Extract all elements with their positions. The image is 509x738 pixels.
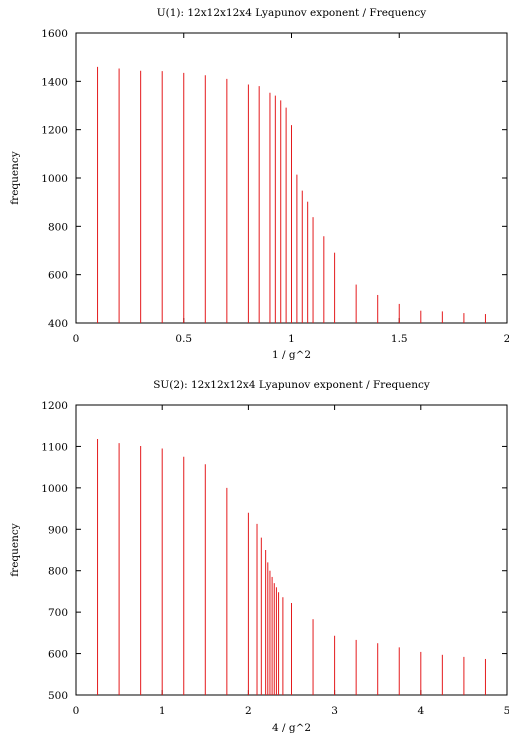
bottom-chart-y-tick-label: 900 (48, 524, 68, 536)
bottom-chart-x-tick-label: 5 (504, 705, 509, 717)
bottom-chart-title: SU(2): 12x12x12x4 Lyapunov exponent / Fr… (153, 379, 430, 391)
top-chart-y-tick-label: 1400 (41, 76, 68, 88)
bottom-chart-x-tick-label: 0 (73, 705, 80, 717)
top-chart-x-tick-label: 2 (504, 333, 509, 345)
bottom-chart-y-tick-label: 800 (48, 566, 68, 578)
top-chart-y-axis-label: frequency (9, 151, 21, 204)
top-chart-x-axis-label: 1 / g^2 (272, 349, 311, 361)
bottom-chart-y-tick-label: 500 (48, 690, 68, 702)
bottom-chart-x-tick-label: 3 (331, 705, 338, 717)
top-chart-y-tick-label: 400 (48, 318, 68, 330)
bottom-chart-y-tick-label: 1200 (41, 400, 68, 412)
bottom-chart-x-tick-label: 4 (417, 705, 424, 717)
top-chart-x-tick-label: 1.5 (391, 333, 408, 345)
bottom-chart-x-tick-label: 2 (245, 705, 252, 717)
top-chart-y-tick-label: 1600 (41, 28, 68, 40)
bottom-chart-x-axis-label: 4 / g^2 (272, 722, 311, 734)
top-chart-y-tick-label: 800 (48, 221, 68, 233)
top-chart-y-tick-label: 1200 (41, 125, 68, 137)
top-chart-y-tick-label: 600 (48, 270, 68, 282)
top-chart-x-tick-label: 0.5 (175, 333, 192, 345)
top-chart-y-tick-label: 1000 (41, 173, 68, 185)
top-chart-title: U(1): 12x12x12x4 Lyapunov exponent / Fre… (157, 7, 426, 19)
bottom-chart-y-tick-label: 1000 (41, 483, 68, 495)
top-chart-x-tick-label: 1 (288, 333, 295, 345)
bottom-chart-x-tick-label: 1 (159, 705, 166, 717)
bottom-chart-y-tick-label: 600 (48, 649, 68, 661)
top-chart-x-tick-label: 0 (73, 333, 80, 345)
bottom-chart-y-tick-label: 1100 (41, 441, 68, 453)
bottom-chart-y-axis-label: frequency (9, 523, 21, 576)
bottom-chart-y-tick-label: 700 (48, 607, 68, 619)
